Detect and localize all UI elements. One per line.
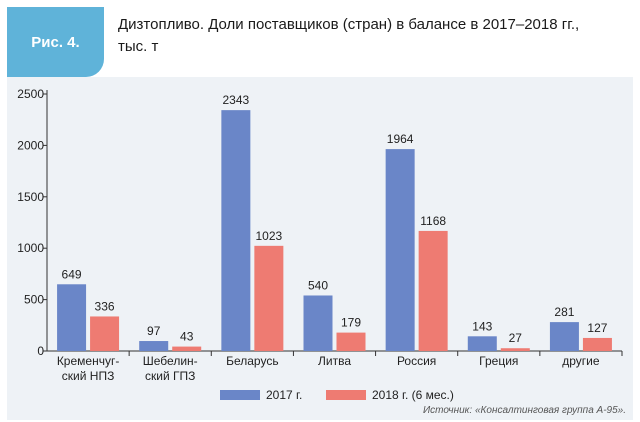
source-note: Источник: «Консалтинговая группа А-95».	[422, 405, 626, 416]
legend-label-2018: 2018 г. (6 мес.)	[372, 388, 454, 402]
data-label-2018: 127	[587, 321, 607, 335]
legend-item-2018: 2018 г. (6 мес.)	[326, 386, 454, 404]
data-label-2017: 143	[472, 319, 492, 333]
figure-label: Рис. 4.	[7, 7, 104, 77]
bar-2018	[336, 332, 366, 351]
x-tick-label: Россия	[397, 354, 436, 368]
x-tick-label: Кременчуг-	[57, 354, 120, 368]
data-label-2018: 27	[509, 331, 523, 345]
legend-swatch-2017	[220, 390, 260, 400]
bar-2018	[418, 230, 448, 351]
bar-2018	[254, 245, 284, 351]
bar-2017	[139, 341, 169, 351]
y-tick-label: 1000	[17, 241, 44, 255]
y-tick-label: 0	[37, 344, 44, 358]
bar-2017	[303, 295, 333, 351]
data-label-2018: 179	[341, 316, 361, 330]
x-tick-label: Греция	[479, 354, 518, 368]
x-tick-label: Литва	[318, 354, 351, 368]
data-label-2018: 1023	[256, 229, 283, 243]
bar-2017	[549, 322, 579, 351]
data-label-2017: 540	[308, 278, 328, 292]
bar-2018	[500, 348, 530, 351]
data-label-2017: 2343	[223, 93, 250, 107]
y-tick-label: 1500	[17, 190, 44, 204]
data-label-2018: 43	[180, 330, 194, 344]
x-tick-label: Беларусь	[226, 354, 278, 368]
chart-legend: 2017 г. 2018 г. (6 мес.)	[0, 386, 640, 404]
figure-header	[7, 7, 633, 77]
data-label-2017: 97	[147, 324, 161, 338]
bar-2018	[172, 346, 202, 351]
y-tick-label: 2000	[17, 138, 44, 152]
bar-2017	[57, 284, 87, 351]
legend-label-2017: 2017 г.	[266, 388, 303, 402]
x-tick-label: ский НПЗ	[62, 369, 115, 383]
bar-2018	[90, 316, 120, 351]
data-label-2018: 336	[95, 299, 115, 313]
bar-2017	[385, 149, 415, 351]
x-tick-label: ский ГПЗ	[145, 369, 195, 383]
x-tick-label: Шебелин-	[143, 354, 198, 368]
y-tick-label: 2500	[17, 87, 44, 101]
data-label-2017: 281	[554, 305, 574, 319]
chart-title-line-2: тыс. т	[118, 38, 159, 55]
chart-title: Дизтопливо. Доли поставщиков (стран) в б…	[118, 14, 618, 58]
bar-2017	[221, 110, 251, 351]
legend-swatch-2018	[326, 390, 366, 400]
data-label-2017: 1964	[387, 132, 414, 146]
chart-title-line-1: Дизтопливо. Доли поставщиков (стран) в б…	[118, 16, 580, 33]
legend-item-2017: 2017 г.	[220, 386, 302, 404]
x-tick-label: другие	[562, 354, 600, 368]
y-tick-label: 500	[24, 293, 44, 307]
data-label-2017: 649	[62, 267, 82, 281]
data-label-2018: 1168	[420, 214, 446, 228]
bar-2017	[467, 336, 497, 351]
bar-2018	[582, 337, 612, 351]
